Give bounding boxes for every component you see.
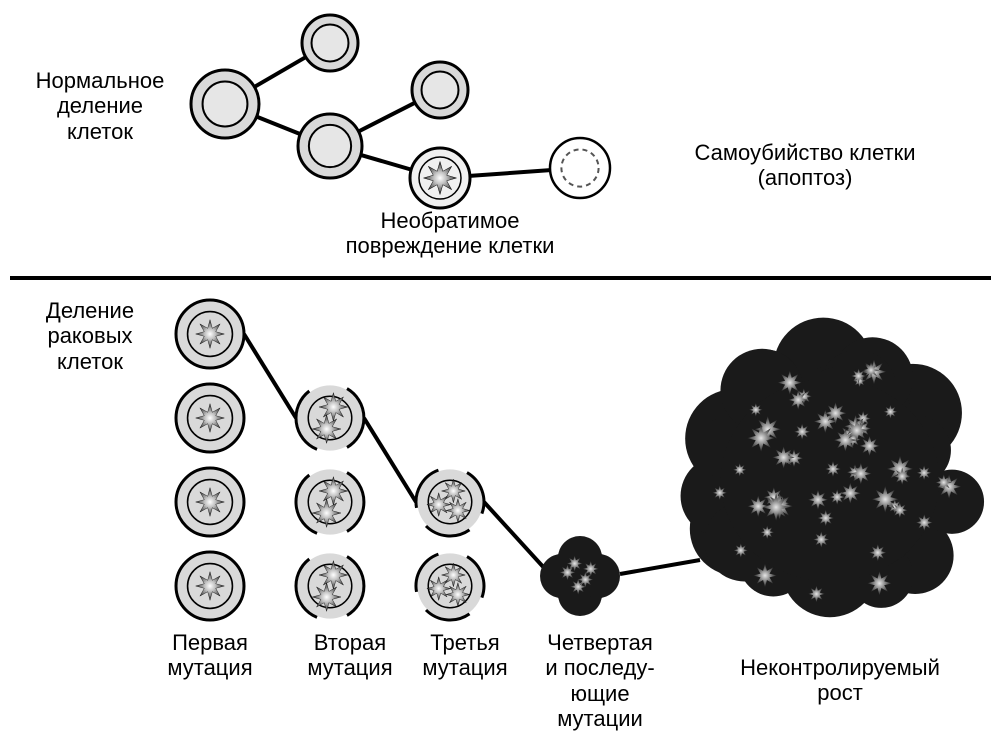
damaged-cell	[410, 148, 470, 208]
apoptosis-label: Самоубийство клетки(апоптоз)	[640, 140, 970, 191]
bottom-edges	[244, 334, 700, 574]
irreversible_damage-label: Необратимоеповреждение клетки	[290, 208, 610, 259]
mutation4-label: Четвертаяи последу-ющиемутации	[510, 630, 690, 731]
mutation-3-cell	[416, 553, 484, 620]
mutation-1-cell	[176, 300, 244, 368]
mutation-4-cell	[540, 536, 620, 616]
mutation-3-cell	[416, 469, 484, 536]
mutation-1-cell	[176, 468, 244, 536]
uncontrolled-label: Неконтролируемыйрост	[700, 655, 980, 706]
mutation-2-cell	[296, 469, 364, 534]
mutation1-label: Перваямутация	[140, 630, 280, 681]
mutation-1-cell	[176, 384, 244, 452]
normal-cell	[298, 114, 362, 178]
normal_division-label: Нормальноеделениеклеток	[10, 68, 190, 144]
mutation-2-cell	[296, 553, 364, 618]
normal-cell	[191, 70, 259, 138]
apoptotic-cell	[550, 138, 610, 198]
normal-cell	[302, 15, 358, 71]
tumor-mass	[681, 318, 984, 618]
normal-cell	[412, 62, 468, 118]
mutation-1-cell	[176, 552, 244, 620]
mutation-2-cell	[296, 385, 364, 450]
cancer-division-section	[176, 300, 984, 620]
cancer_division-label: Делениераковыхклеток	[20, 298, 160, 374]
